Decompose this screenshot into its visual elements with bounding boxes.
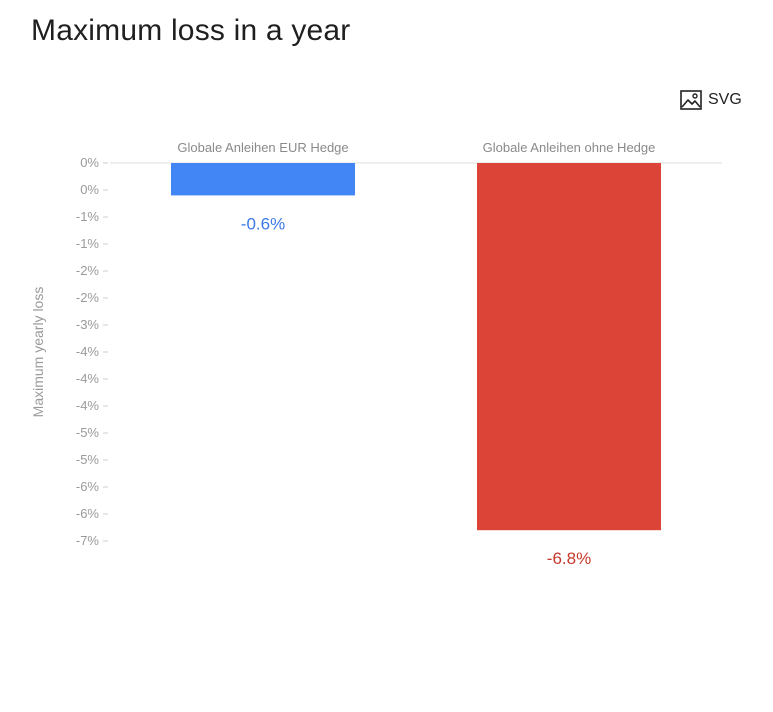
y-tick-label: -5%: [76, 452, 100, 467]
y-tick-label: -3%: [76, 317, 100, 332]
category-label: Globale Anleihen ohne Hedge: [483, 140, 656, 155]
y-tick-label: 0%: [80, 182, 99, 197]
bar: [171, 163, 355, 196]
y-tick-label: -5%: [76, 425, 100, 440]
y-tick-label: -2%: [76, 290, 100, 305]
y-tick-label: -2%: [76, 263, 100, 278]
bar-value-label: -6.8%: [547, 549, 591, 568]
category-label: Globale Anleihen EUR Hedge: [177, 140, 348, 155]
y-tick-label: -6%: [76, 506, 100, 521]
image-icon: [680, 90, 702, 110]
y-tick-label: 0%: [80, 155, 99, 170]
svg-export-button[interactable]: SVG: [680, 88, 742, 112]
page-title: Maximum loss in a year: [31, 14, 351, 47]
y-axis-title: Maximum yearly loss: [30, 287, 46, 418]
svg-export-label: SVG: [708, 91, 742, 108]
bar: [477, 163, 661, 531]
y-tick-label: -7%: [76, 533, 100, 548]
y-tick-label: -1%: [76, 236, 100, 251]
y-tick-label: -6%: [76, 479, 100, 494]
y-tick-label: -1%: [76, 209, 100, 224]
y-tick-label: -4%: [76, 344, 100, 359]
y-tick-label: -4%: [76, 398, 100, 413]
bar-value-label: -0.6%: [241, 214, 285, 233]
y-tick-label: -4%: [76, 371, 100, 386]
